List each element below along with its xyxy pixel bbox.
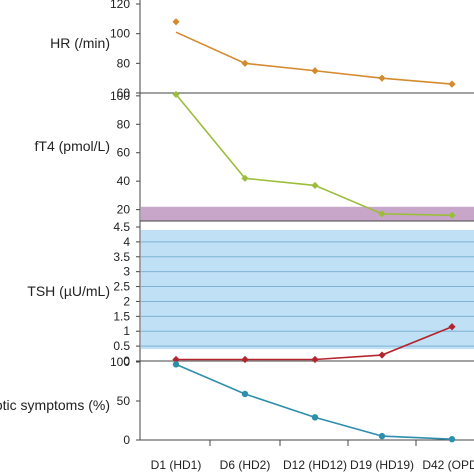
hr-y-tick-label: 120 <box>110 0 130 11</box>
tsh-axis-label: TSH (µU/mL) <box>27 283 110 299</box>
psych-data-point <box>311 414 319 421</box>
hr-data-point <box>448 80 456 88</box>
tsh-y-tick-label: 0 <box>123 354 130 368</box>
hr-axis-label: HR (/min) <box>50 35 110 51</box>
hr-data-point <box>378 74 386 82</box>
ft4-y-tick-label: 20 <box>117 203 131 217</box>
tsh-data-point <box>448 323 456 331</box>
psych-data-point <box>448 436 456 443</box>
hr-data-point <box>311 67 319 75</box>
psych-data-point <box>172 361 180 368</box>
psych-series-line <box>175 363 453 441</box>
tsh-y-tick-label: 2.5 <box>113 280 130 294</box>
hr-y-tick-label: 100 <box>110 27 130 41</box>
ft4-data-point <box>241 174 249 182</box>
psychotic-symptoms-axis-label: Psychotic symptoms (%) <box>0 397 110 413</box>
tsh-reference-band <box>141 229 474 350</box>
hr-y-tick-label: 60 <box>117 86 131 100</box>
ft4-series-line <box>175 93 453 217</box>
ft4-y-tick-label: 100 <box>110 89 130 103</box>
tsh-y-tick-label: 1.5 <box>113 309 130 323</box>
hr-data-point <box>172 18 180 26</box>
ft4-data-point <box>378 210 386 218</box>
x-tick-label: D1 (HD1) <box>151 458 202 472</box>
ft4-data-point <box>311 181 319 190</box>
tsh-y-tick-label: 2 <box>123 294 130 308</box>
x-tick-label: D19 (HD19) <box>350 458 414 472</box>
tsh-data-point <box>378 351 386 359</box>
hr-series-line <box>175 31 453 85</box>
tsh-data-point <box>311 355 319 364</box>
ft4-y-tick-label: 80 <box>117 117 131 131</box>
hr-data-point <box>241 59 249 67</box>
psych-y-tick-label: 0 <box>123 433 130 447</box>
tsh-y-tick-label: 1 <box>123 324 130 338</box>
hr-y-tick-label: 80 <box>117 56 131 70</box>
psych-y-tick-label: 100 <box>110 355 130 369</box>
psych-y-tick-label: 50 <box>117 394 131 408</box>
ft4-axis-label: fT4 (pmol/L) <box>35 138 110 154</box>
tsh-y-tick-label: 4 <box>123 235 130 249</box>
ft4-y-tick-label: 60 <box>117 146 131 160</box>
psych-data-point <box>241 390 249 398</box>
ft4-data-point <box>172 90 180 99</box>
ft4-data-point <box>448 211 456 219</box>
tsh-y-tick-label: 3.5 <box>113 250 130 264</box>
x-tick-label: D42 (OPD) <box>422 458 474 472</box>
tsh-y-tick-label: 0.5 <box>113 339 130 353</box>
x-tick-label: D6 (HD2) <box>220 458 271 472</box>
tsh-data-point <box>241 355 249 364</box>
tsh-y-tick-label: 4.5 <box>113 220 130 234</box>
ft4-reference-band <box>141 206 474 221</box>
x-tick-label: D12 (HD12) <box>283 458 347 472</box>
ft4-y-tick-label: 40 <box>117 174 131 188</box>
tsh-y-tick-label: 3 <box>123 265 130 279</box>
psych-data-point <box>378 432 386 440</box>
tsh-data-point <box>172 355 180 364</box>
